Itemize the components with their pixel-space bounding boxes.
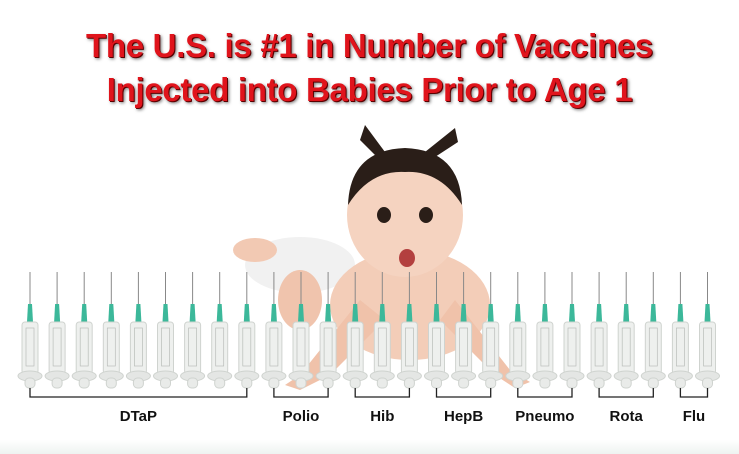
group-bracket <box>29 388 248 398</box>
group-bracket <box>354 388 411 398</box>
syringe-icon <box>451 272 477 389</box>
syringe-icon <box>505 272 531 389</box>
syringe-icon <box>125 272 151 389</box>
group-label-hib: Hib <box>370 408 395 425</box>
syringe-icon <box>342 272 368 389</box>
group-label-pneumo: Pneumo <box>515 408 575 425</box>
group-bracket <box>435 388 492 398</box>
floor-shade <box>0 440 739 454</box>
syringe-icon <box>98 272 124 389</box>
group-bracket <box>273 388 329 398</box>
title-line-1: The U.S. is #1 in Number of Vaccines <box>86 27 653 64</box>
syringe-icon <box>153 272 178 389</box>
syringe-icon <box>234 272 260 389</box>
group-label-dtap: DTaP <box>119 408 158 425</box>
syringe-icon <box>71 272 97 389</box>
group-bracket <box>517 388 573 398</box>
syringe-icon <box>478 272 504 389</box>
syringe-icon <box>559 272 585 389</box>
syringe-icon <box>640 272 666 389</box>
group-label-polio: Polio <box>282 408 320 425</box>
syringe-icon <box>369 272 395 389</box>
syringe-icon <box>207 272 233 389</box>
syringe-icon <box>261 272 287 389</box>
syringe-icon <box>180 272 206 389</box>
group-label-hepb: HepB <box>444 408 484 425</box>
syringe-icon <box>17 272 43 389</box>
syringe-icon <box>532 272 558 389</box>
syringe-icon <box>424 272 449 389</box>
syringe-icon <box>586 272 612 389</box>
syringe-icon <box>288 272 314 389</box>
group-label-flu: Flu <box>682 408 706 425</box>
group-bracket <box>598 388 654 398</box>
group-label-rota: Rota <box>609 408 643 425</box>
group-bracket <box>679 388 709 398</box>
syringe-icon <box>667 272 693 389</box>
syringe-icon <box>613 272 639 389</box>
syringe-icon <box>315 272 341 389</box>
syringe-icon <box>396 272 422 389</box>
syringe-icon <box>44 272 70 389</box>
title-line-2: Injected into Babies Prior to Age 1 <box>106 71 633 108</box>
syringe-icon <box>695 272 720 389</box>
